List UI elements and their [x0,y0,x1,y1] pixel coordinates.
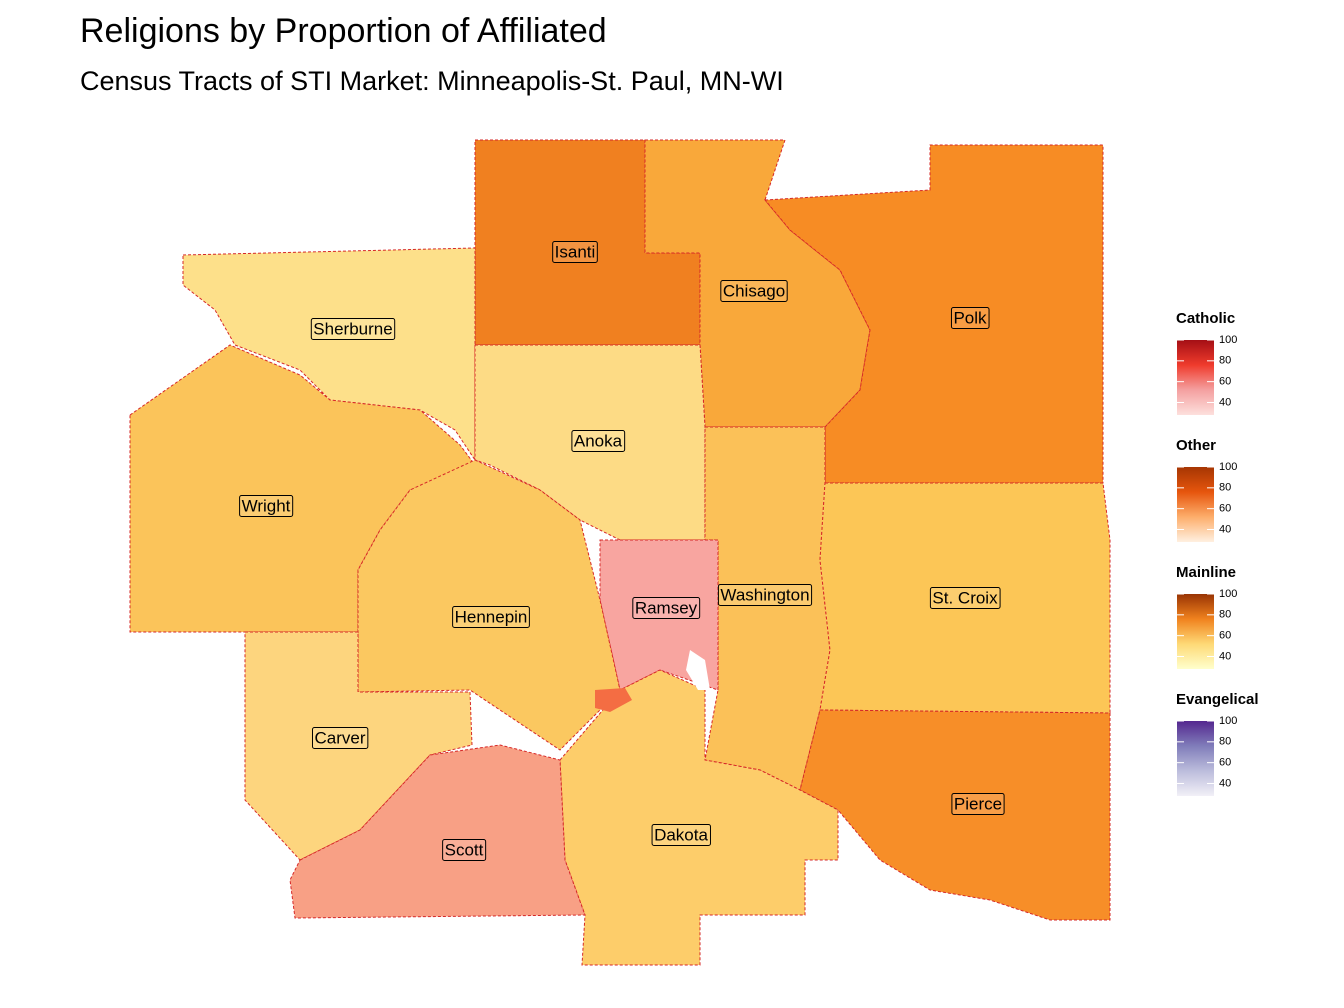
label-box [651,823,711,846]
legend-tick-label: 60 [1219,630,1231,642]
county-label: St. Croix [932,588,998,607]
color-bar [1177,721,1214,796]
subtitle: Census Tracts of STI Market: Minneapolis… [80,66,784,96]
county [244,631,473,861]
legend-tick-label: 40 [1219,777,1231,789]
county-label: Pierce [954,794,1002,813]
legend-tick-label: 100 [1219,461,1237,473]
legend-tick-label: 60 [1219,757,1231,769]
label-box [950,306,990,329]
legend-title: Catholic [1176,310,1235,327]
county-label: Scott [445,840,484,859]
tract [595,688,632,712]
county [704,426,831,791]
counties [129,139,1111,966]
legend-tick-label: 40 [1219,650,1231,662]
county [357,459,621,751]
county-label: Chisago [723,281,785,300]
county-label: Wright [242,496,291,515]
label-box [442,838,487,861]
color-bar [1177,467,1214,542]
county [474,344,706,541]
label-box [310,317,396,340]
legend-tick-label: 100 [1219,588,1237,600]
county-label: Carver [314,728,365,747]
legend: Evangelical 40 60 80 100 [1176,691,1259,796]
label-box [720,279,788,302]
county [644,139,871,428]
legend-tick-label: 40 [1219,523,1231,535]
legend-title: Other [1176,437,1216,454]
legend-tick-label: 80 [1219,482,1231,494]
label-box [571,429,626,452]
county-label: Anoka [574,431,623,450]
legend-tick-label: 60 [1219,376,1231,388]
legend-tick-label: 100 [1219,715,1237,727]
color-bar [1177,340,1214,415]
title: Religions by Proportion of Affiliated [80,12,607,50]
legend: Other 40 60 80 100 [1176,437,1237,542]
label-box [632,596,701,619]
county-labels: Isanti Chisago Polk Sherburne Anoka Wrig… [239,240,1005,861]
label-box [311,726,369,749]
label-box [552,240,598,263]
label-box [951,792,1005,815]
legend-tick-label: 80 [1219,355,1231,367]
legend-tick-label: 100 [1219,334,1237,346]
label-box [929,586,1001,609]
legend-title: Evangelical [1176,691,1259,708]
county-label: Dakota [654,825,708,844]
county [289,744,586,919]
county-label: Washington [720,585,809,604]
county-label: Sherburne [313,319,392,338]
label-box [717,583,813,606]
county [559,669,839,966]
legend-tick-label: 40 [1219,396,1231,408]
county [799,709,1111,921]
legend: Mainline 40 60 80 100 [1176,564,1237,669]
legend-tick-label: 80 [1219,609,1231,621]
county-label: Isanti [555,242,596,261]
label-box [452,605,530,628]
color-bar [1177,594,1214,669]
legend-title: Mainline [1176,564,1236,581]
county-label: Hennepin [455,607,528,626]
county-label: Ramsey [635,598,698,617]
lake [686,650,710,690]
county-label: Polk [953,308,987,327]
legend-tick-label: 60 [1219,503,1231,515]
label-box [239,494,294,517]
legend: Catholic 40 60 80 100 [1176,310,1237,415]
county [819,482,1111,714]
legend-tick-label: 80 [1219,736,1231,748]
